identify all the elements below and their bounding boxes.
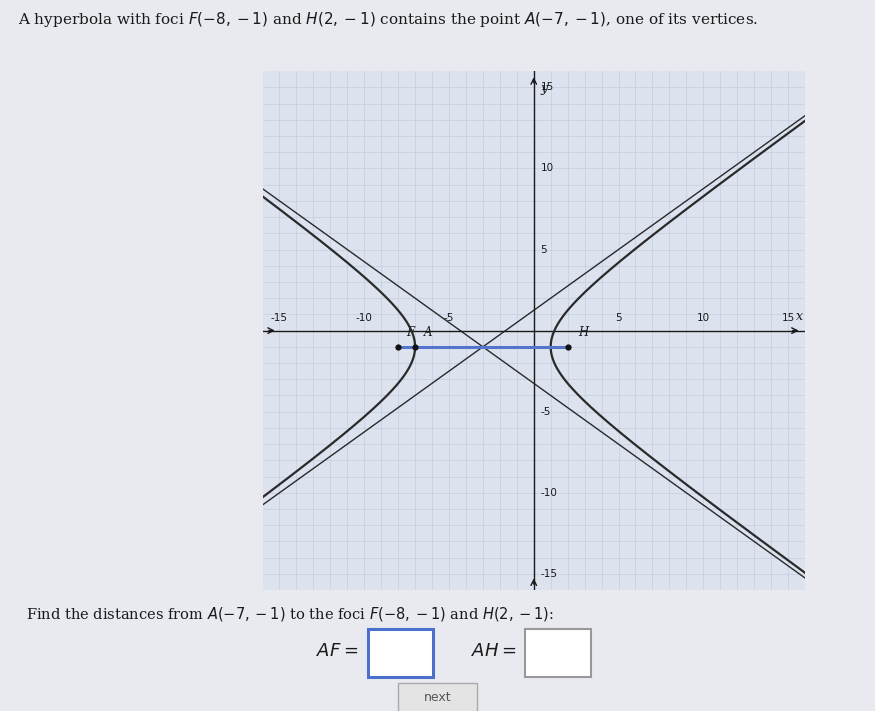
Text: -15: -15: [271, 313, 288, 323]
Text: -5: -5: [541, 407, 551, 417]
Text: -10: -10: [356, 313, 373, 323]
Text: y: y: [541, 82, 548, 95]
Text: A: A: [424, 326, 432, 338]
Text: Find the distances from $A(-7,-1)$ to the foci $F(-8,-1)$ and $H(2,-1)$:: Find the distances from $A(-7,-1)$ to th…: [26, 604, 554, 623]
Text: $AH =$: $AH =$: [471, 641, 516, 660]
Text: H: H: [578, 326, 588, 338]
Text: 5: 5: [541, 245, 547, 255]
Text: F: F: [407, 326, 415, 338]
Text: x: x: [796, 309, 803, 323]
Text: A hyperbola with foci $F(-8,-1)$ and $H(2,-1)$ contains the point $A(-7,-1)$, on: A hyperbola with foci $F(-8,-1)$ and $H(…: [18, 10, 758, 28]
Text: 5: 5: [615, 313, 622, 323]
Text: 15: 15: [781, 313, 794, 323]
Text: 10: 10: [541, 164, 554, 173]
Text: next: next: [424, 691, 452, 704]
Text: -5: -5: [444, 313, 454, 323]
Text: 15: 15: [541, 82, 554, 92]
FancyBboxPatch shape: [398, 683, 477, 711]
Text: -10: -10: [541, 488, 557, 498]
FancyBboxPatch shape: [525, 629, 591, 677]
Text: -15: -15: [541, 569, 557, 579]
Text: 10: 10: [696, 313, 710, 323]
FancyBboxPatch shape: [368, 629, 433, 677]
Text: $AF =$: $AF =$: [317, 641, 359, 660]
